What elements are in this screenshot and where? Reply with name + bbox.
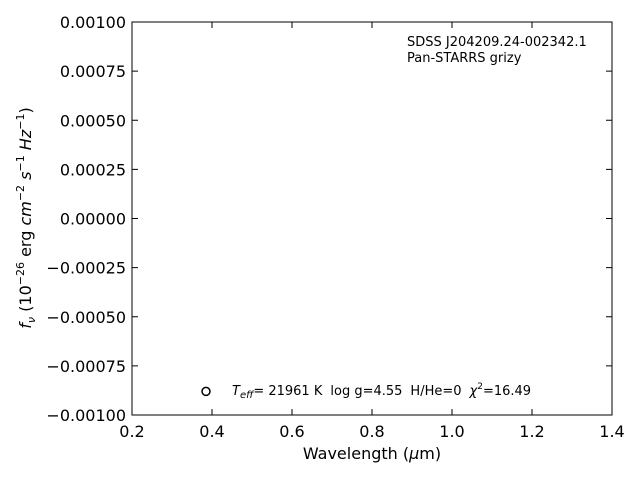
y-axis-label: fν (10−26 erg cm−2 s−1 Hz−1)	[14, 107, 38, 328]
y-tick-label: −0.00075	[46, 357, 126, 376]
plot-frame	[131, 21, 613, 416]
y-tick-label: −0.00050	[46, 308, 126, 327]
x-tick-label: 0.2	[119, 422, 144, 441]
y-tick-label: 0.00100	[60, 13, 126, 32]
y-tick-label: 0.00025	[60, 160, 126, 179]
x-tick-label: 1.4	[599, 422, 624, 441]
x-tick-label: 1.2	[519, 422, 544, 441]
survey-annotation: Pan-STARRS grizy	[407, 51, 522, 66]
x-axis-ticks: 0.2 0.4 0.6 0.8 1.0 1.2 1.4	[119, 22, 625, 441]
x-tick-label: 0.8	[359, 422, 384, 441]
x-tick-label: 1.0	[439, 422, 464, 441]
y-tick-label: 0.00075	[60, 62, 126, 81]
y-tick-label: −0.00025	[46, 259, 126, 278]
legend-marker-open-circle	[201, 386, 211, 397]
x-axis-label: Wavelength (μm)	[303, 444, 441, 463]
y-tick-label: 0.00050	[60, 111, 126, 130]
object-name-annotation: SDSS J204209.24-002342.1	[407, 35, 587, 50]
y-axis-ticks: −0.00100 −0.00075 −0.00050 −0.00025 0.00000 0…	[46, 13, 612, 425]
y-tick-label: −0.00100	[46, 406, 126, 425]
x-tick-label: 0.6	[279, 422, 304, 441]
y-tick-label: 0.00000	[60, 210, 126, 229]
x-tick-label: 0.4	[199, 422, 224, 441]
